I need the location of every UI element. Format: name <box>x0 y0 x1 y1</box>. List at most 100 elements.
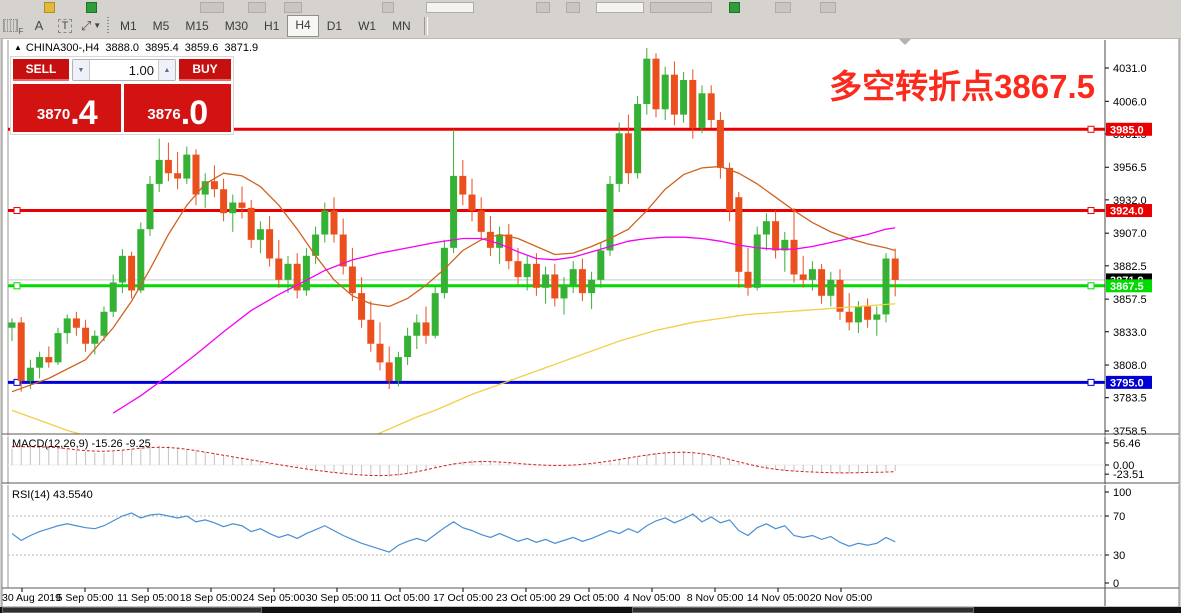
toolbar-grip <box>107 16 109 35</box>
timeframe-h1[interactable]: H1 <box>264 18 280 33</box>
volume-spinner: ▼ ▲ <box>72 59 176 81</box>
rsi-line <box>11 512 896 553</box>
sell-button[interactable]: SELL <box>13 59 69 81</box>
rsi-header: RSI(14) 43.5540 <box>12 489 93 501</box>
toolbar-fragment-icon <box>650 2 712 13</box>
price-axis: 4031.04006.03981.53956.53932.03907.03882… <box>1104 40 1152 606</box>
chevron-down-icon: ▼ <box>93 21 102 30</box>
date-axis-label: 23 Oct 05:00 <box>496 592 556 604</box>
toolbar-fragment-field <box>426 2 474 13</box>
volume-input[interactable] <box>90 60 158 80</box>
macd-histogram <box>11 445 896 477</box>
price-label-3924.0: 3924.0 <box>1106 204 1152 218</box>
price-label-3867.5: 3867.5 <box>1106 279 1152 293</box>
buy-price-box[interactable]: 3876 .0 <box>123 84 231 132</box>
toolbar-fragment-icon <box>284 2 302 13</box>
ohlc-low: 3859.6 <box>184 42 219 54</box>
timeframe-mn[interactable]: MN <box>392 18 411 33</box>
one-click-trade-panel: SELL ▼ ▲ BUY 3870 .4 3876 .0 <box>10 56 234 135</box>
buy-price-main: 3876 <box>147 106 181 123</box>
svg-text:3985.0: 3985.0 <box>1110 124 1144 136</box>
bottom-window-strip <box>0 607 1181 613</box>
chart-toolbar: F A T ⤢ ▼ M1 M5 M15 M30 H1 H4 D1 W1 MN <box>0 13 1181 39</box>
date-axis-label: 4 Nov 05:00 <box>624 592 681 604</box>
ma-line-slow <box>11 303 896 434</box>
price-label-3985.0: 3985.0 <box>1106 122 1152 136</box>
toolbar-fragment-icon <box>86 2 97 13</box>
timeframe-group: M1 M5 M15 M30 H1 H4 D1 W1 MN <box>112 14 419 37</box>
symbol-name: CHINA300-,H4 <box>25 42 100 54</box>
rsi-pane <box>8 512 1105 556</box>
price-axis-tick: 3808.0 <box>1113 360 1147 372</box>
volume-increase-button[interactable]: ▲ <box>158 60 175 80</box>
text-box-button[interactable]: T <box>53 16 77 36</box>
date-axis-label: 17 Oct 05:00 <box>433 592 493 604</box>
toolbar-fragment-icon <box>729 2 740 13</box>
price-axis-tick: 3932.0 <box>1113 195 1147 207</box>
symbol-header: ▲ CHINA300-,H4 3888.0 3895.4 3859.6 3871.… <box>14 42 261 54</box>
sell-price-fraction: .4 <box>70 94 97 132</box>
window-edge-fragment <box>2 607 262 613</box>
price-axis-tick: 3956.5 <box>1113 162 1147 174</box>
sell-price-box[interactable]: 3870 .4 <box>13 84 121 132</box>
hline-3924.0[interactable] <box>8 207 1105 215</box>
price-axis-tick: 3907.0 <box>1113 228 1147 240</box>
toolbar-fragment-icon <box>775 2 791 13</box>
price-axis-tick: 3758.5 <box>1113 426 1147 438</box>
ma-line-mid <box>112 227 896 414</box>
toolbar-separator <box>423 16 428 35</box>
volume-decrease-button[interactable]: ▼ <box>73 60 90 80</box>
sell-price-main: 3870 <box>36 106 71 123</box>
letter-a-icon: A <box>34 18 44 33</box>
macd-values: -15.26 -9.25 <box>91 438 151 450</box>
date-axis-label: 8 Nov 05:00 <box>687 592 744 604</box>
macd-axis-tick: 0.00 <box>1113 460 1134 472</box>
macd-signal-line <box>11 446 896 477</box>
rsi-axis-tick: 30 <box>1113 550 1125 562</box>
draw-tools-button[interactable]: ⤢ ▼ <box>79 16 103 36</box>
timeframe-m30[interactable]: M30 <box>224 18 249 33</box>
price-axis-tick: 3833.0 <box>1113 327 1147 339</box>
price-axis-tick: 3783.5 <box>1113 393 1147 405</box>
timeframe-m15[interactable]: M15 <box>185 18 209 33</box>
buy-button[interactable]: BUY <box>179 59 231 81</box>
hline-3795.0[interactable] <box>8 378 1105 386</box>
timeframe-d1[interactable]: D1 <box>326 18 343 33</box>
timeframe-m1[interactable]: M1 <box>120 18 137 33</box>
toolbar-fragment-field <box>596 2 644 13</box>
ohlc-high: 3895.4 <box>145 42 179 54</box>
rsi-axis-tick: 70 <box>1113 511 1125 523</box>
timeframe-h4[interactable]: H4 <box>287 14 319 37</box>
toolbar-fragment-icon <box>566 2 580 13</box>
ohlc-open: 3888.0 <box>105 42 139 54</box>
rsi-axis-tick: 0 <box>1113 578 1119 590</box>
price-axis-tick: 4006.0 <box>1113 96 1147 108</box>
rsi-value: 43.5540 <box>52 489 93 501</box>
grid-icon <box>2 19 18 32</box>
rsi-label: RSI(14) <box>12 489 50 501</box>
toolbar-fragment-icon <box>44 2 55 13</box>
date-axis-label: 5 Sep 05:00 <box>57 592 114 604</box>
grid-icon-label: F <box>18 26 24 36</box>
snap-grid-button[interactable]: F <box>1 16 25 36</box>
window-edge-fragment <box>632 607 974 613</box>
toolbar-fragment-icon <box>248 2 266 13</box>
chart-shift-marker[interactable] <box>899 39 911 45</box>
toolbar-fragment-icon <box>820 2 836 13</box>
timeframe-w1[interactable]: W1 <box>358 18 377 33</box>
macd-axis-tick: 56.46 <box>1113 438 1141 450</box>
arrow-label-button[interactable]: A <box>27 16 51 36</box>
text-icon: T <box>57 18 73 33</box>
price-label-3795.0: 3795.0 <box>1106 375 1152 389</box>
macd-axis-tick: -23.51 <box>1113 469 1144 481</box>
top-icon-strip <box>0 0 1181 14</box>
buy-price-fraction: .0 <box>180 94 208 132</box>
toolbar-fragment-icon <box>382 2 394 13</box>
cursor-arrows-icon: ⤢ <box>80 17 92 33</box>
svg-text:3924.0: 3924.0 <box>1110 206 1144 218</box>
date-axis-label: 11 Sep 05:00 <box>117 592 179 604</box>
svg-text:3795.0: 3795.0 <box>1110 377 1144 389</box>
price-axis-tick: 4031.0 <box>1113 63 1147 75</box>
timeframe-m5[interactable]: M5 <box>152 18 170 33</box>
